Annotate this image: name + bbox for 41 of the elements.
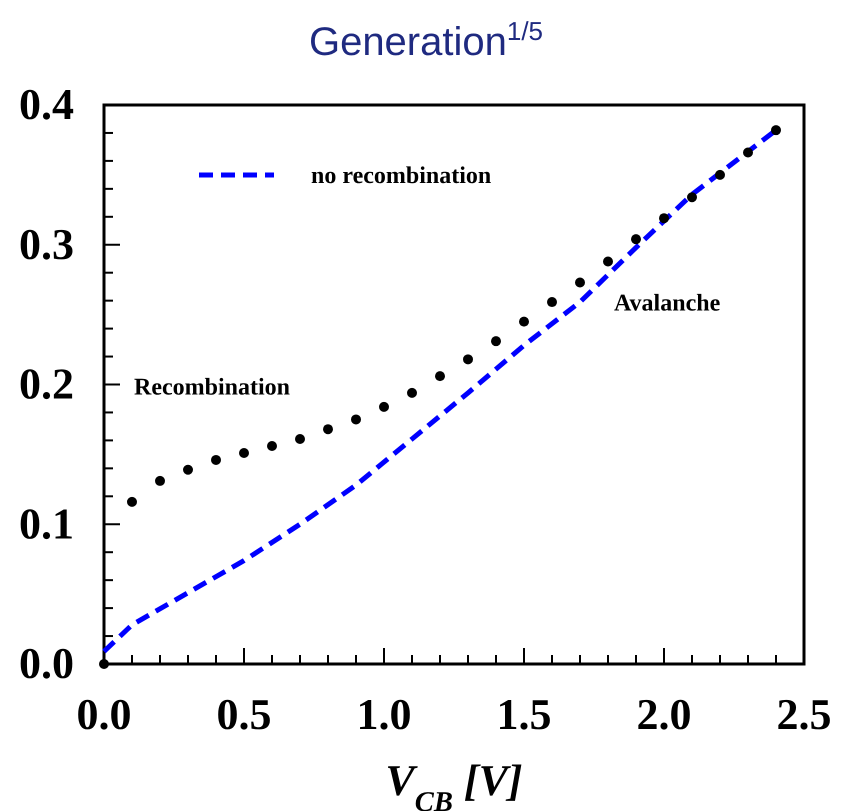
point [239,448,249,458]
x-tick-label: 1.5 [496,690,552,740]
point [463,354,473,364]
y-tick-label: 0.4 [19,80,74,130]
x-axis-title: V$_{CB}$ [V] [385,756,523,811]
point [743,148,753,158]
x-tick-label: 0.5 [216,690,272,740]
point [603,256,613,267]
point [127,496,137,507]
point [99,659,109,669]
point [351,414,361,424]
point [183,464,193,475]
y-tick-label: 0.0 [19,639,74,688]
point [575,277,585,288]
point [687,192,697,202]
chart-title: Generation$^{1/5}$ [308,16,544,64]
point [491,336,501,346]
x-tick-label: 2.0 [636,690,692,740]
point [211,454,221,465]
legend-label: no recombination [311,163,492,189]
y-tick-label: 0.3 [19,220,74,269]
x-tick-label: 1.0 [356,690,412,740]
point [267,440,277,451]
y-tick-label: 0.1 [19,499,74,548]
point [155,476,165,486]
point [519,316,529,327]
y-tick-label: 0.2 [19,360,74,409]
point [659,213,669,224]
point [323,424,333,434]
point [715,170,725,180]
point [547,297,557,308]
annotation: Avalanche [614,290,721,317]
point [407,388,417,398]
annotation: Recombination [134,374,290,400]
point [379,402,389,412]
point [771,125,781,136]
point [435,371,445,382]
point [631,234,641,244]
x-tick-label: 0.0 [76,690,132,740]
x-tick-label: 2.5 [776,690,832,740]
point [295,434,305,444]
